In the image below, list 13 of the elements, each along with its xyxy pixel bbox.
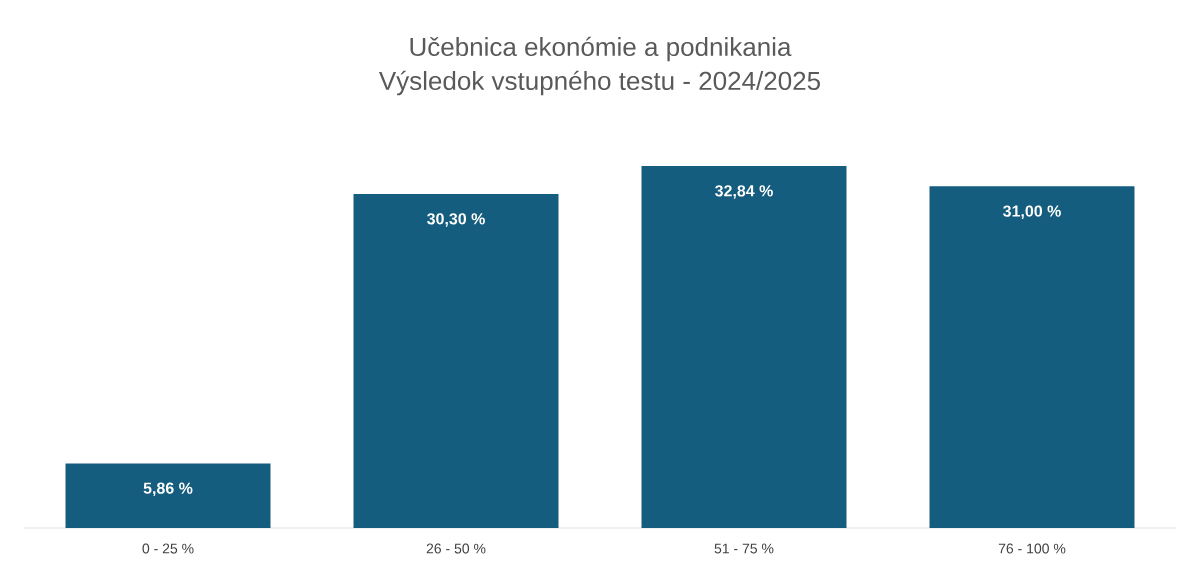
chart-title: Učebnica ekonómie a podnikania Výsledok vstupného testu - 2024/2025 — [378, 36, 820, 96]
bar — [65, 463, 271, 528]
data-label: 32,84 % — [715, 185, 773, 199]
bar — [641, 166, 847, 528]
bar — [353, 194, 559, 528]
data-label: 30,30 % — [427, 213, 485, 227]
x-tick-label: 0 - 25 % — [142, 543, 194, 554]
data-label: 31,00 % — [1003, 205, 1061, 220]
x-tick-label: 26 - 50 % — [426, 543, 486, 554]
bar — [929, 186, 1135, 528]
x-tick-label: 76 - 100 % — [998, 543, 1066, 554]
x-tick-label: 51 - 75 % — [714, 543, 774, 554]
data-label: 5,86 % — [143, 482, 193, 497]
